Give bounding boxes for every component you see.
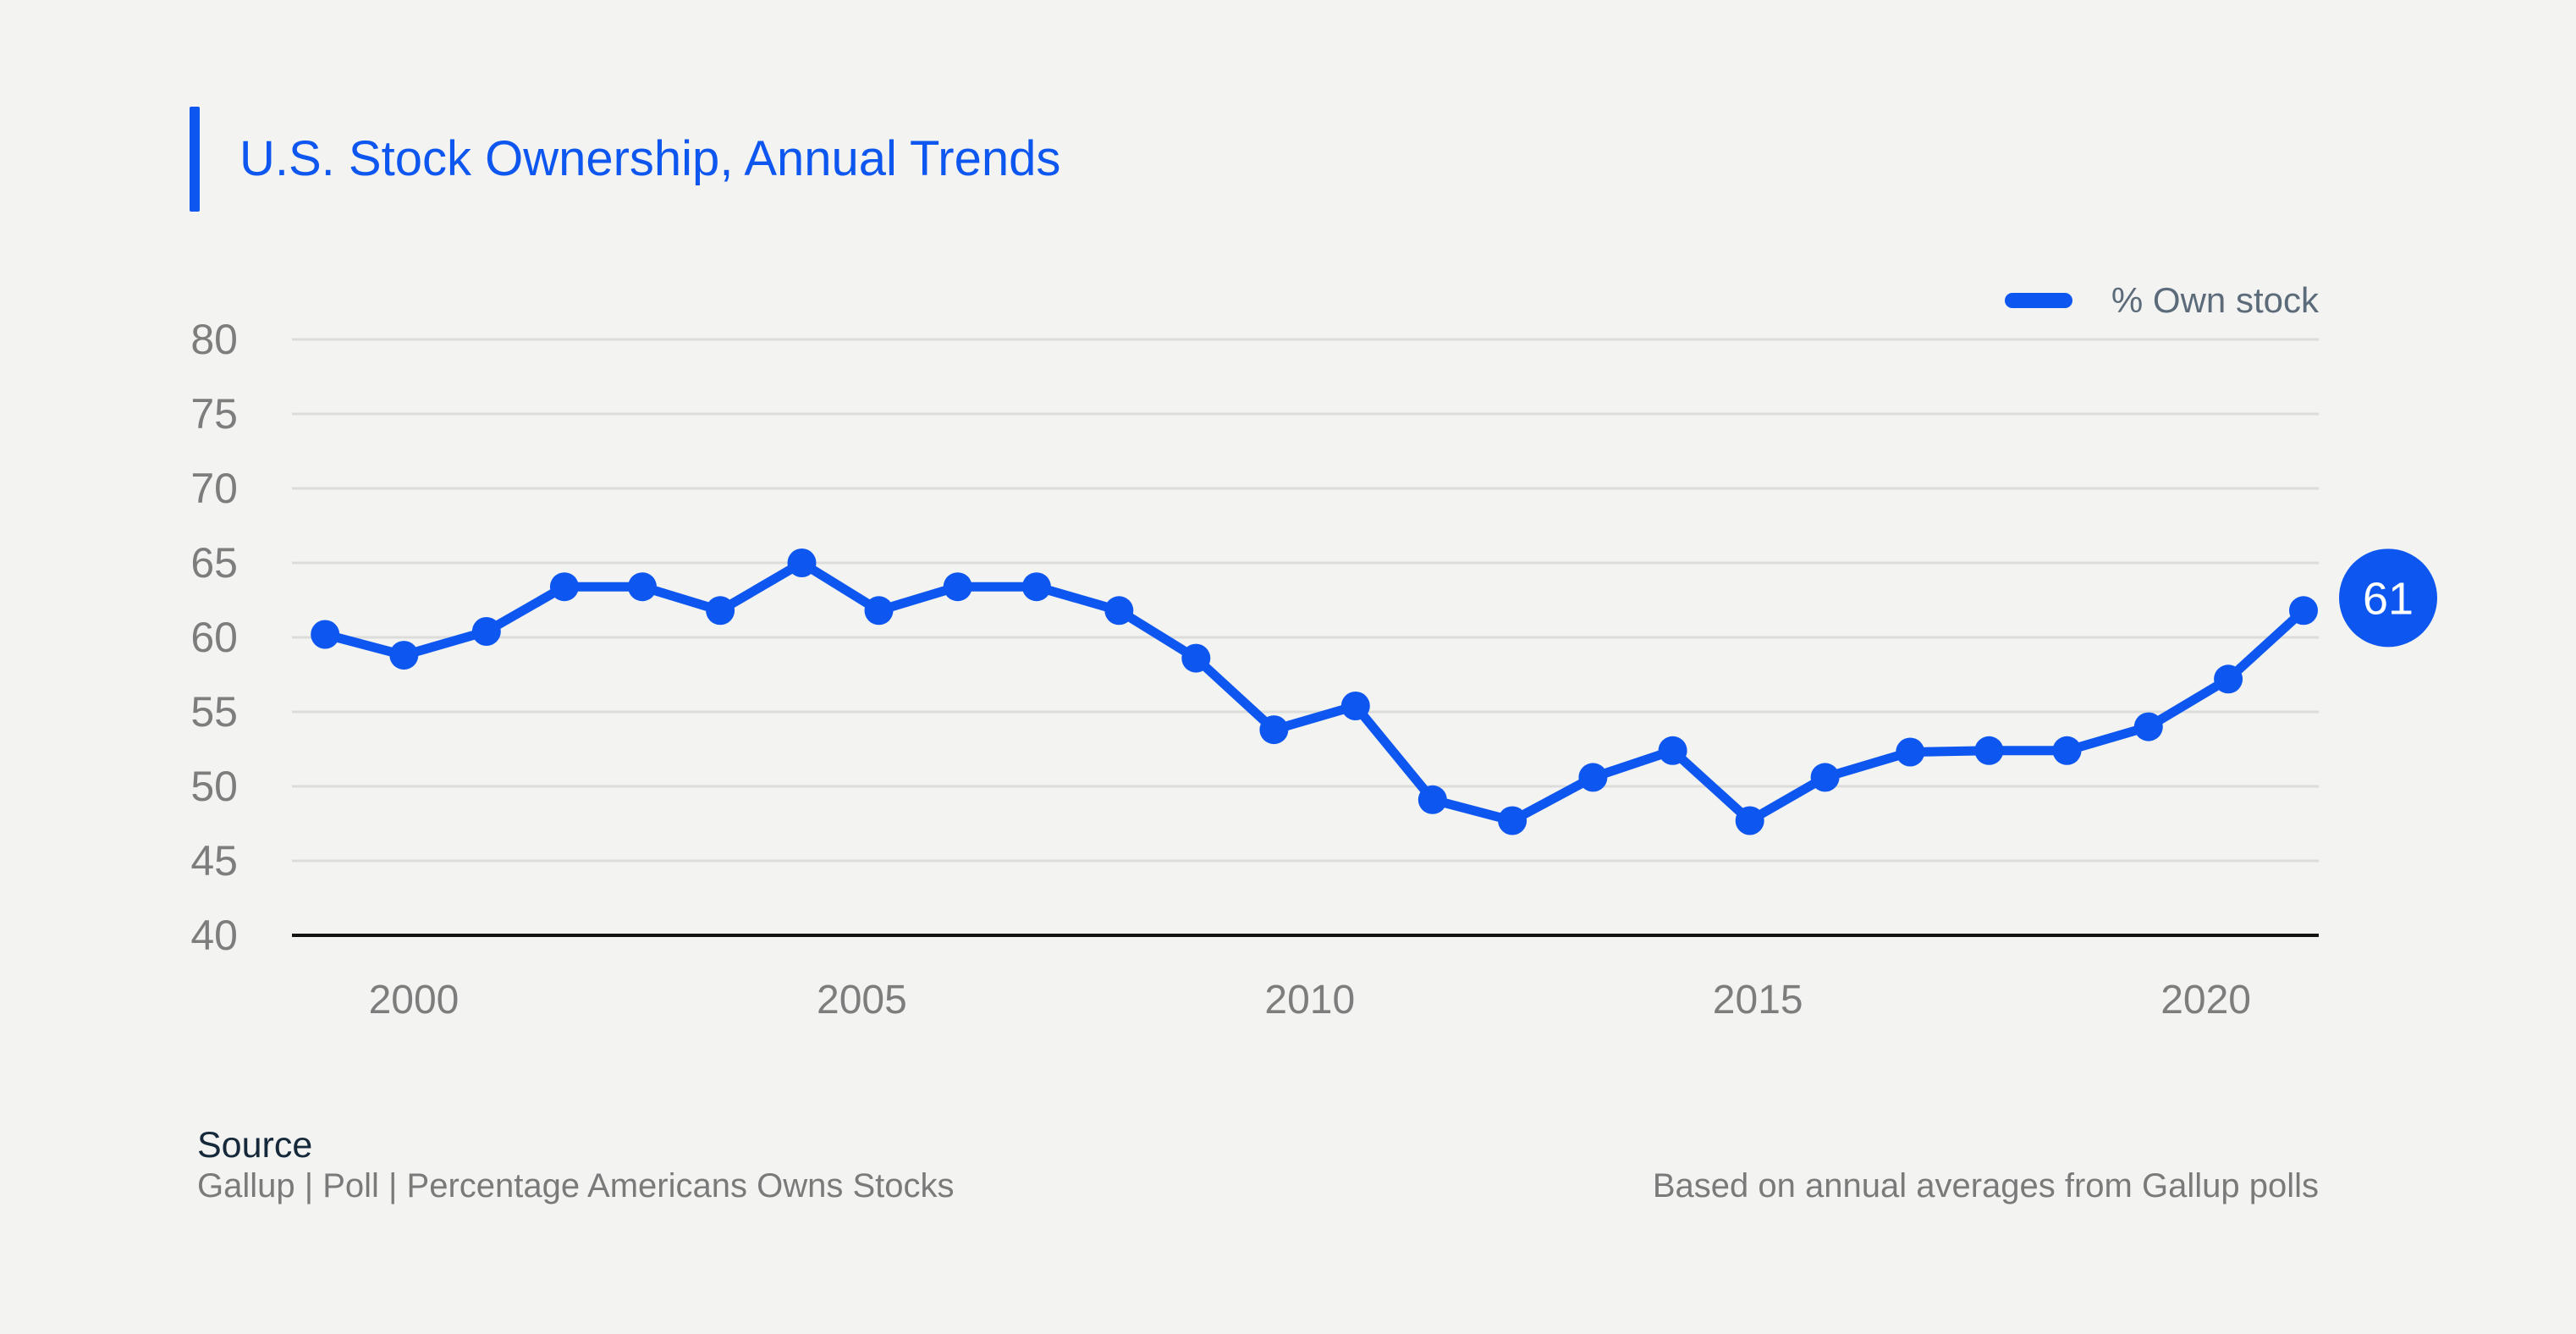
chart-header: U.S. Stock Ownership, Annual Trends xyxy=(190,107,1060,212)
data-point-25[interactable] xyxy=(2289,596,2318,626)
data-point-14[interactable] xyxy=(1417,785,1447,814)
data-point-7[interactable] xyxy=(864,596,894,626)
data-point-0[interactable] xyxy=(311,620,340,649)
source-detail: Gallup | Poll | Percentage Americans Own… xyxy=(197,1167,955,1204)
data-point-12[interactable] xyxy=(1259,715,1289,745)
y-tick-label-65: 65 xyxy=(190,539,238,587)
data-point-11[interactable] xyxy=(1181,643,1211,673)
footer-note: Based on annual averages from Gallup pol… xyxy=(1652,1167,2319,1204)
data-point-15[interactable] xyxy=(1498,806,1527,835)
legend[interactable]: % Own stock xyxy=(2004,280,2319,321)
data-point-1[interactable] xyxy=(389,641,419,670)
data-point-20[interactable] xyxy=(1896,737,1925,767)
y-tick-label-60: 60 xyxy=(190,614,238,661)
line-series xyxy=(320,558,2309,825)
legend-line-swatch xyxy=(2004,293,2072,308)
data-point-9[interactable] xyxy=(1021,572,1051,602)
page-title: U.S. Stock Ownership, Annual Trends xyxy=(239,131,1061,186)
y-tick-label-55: 55 xyxy=(190,688,238,736)
x-tick-label-2010: 2010 xyxy=(1264,978,1355,1023)
y-tick-label-70: 70 xyxy=(190,465,238,512)
x-tick-label-2020: 2020 xyxy=(2160,978,2251,1023)
y-tick-label-50: 50 xyxy=(190,763,238,810)
data-point-18[interactable] xyxy=(1735,806,1764,835)
y-tick-label-45: 45 xyxy=(190,837,238,885)
x-tick-label-2000: 2000 xyxy=(369,978,460,1023)
data-point-8[interactable] xyxy=(943,572,972,602)
title-accent-bar xyxy=(190,107,200,212)
data-point-23[interactable] xyxy=(2133,712,2163,741)
source-label: Source xyxy=(197,1125,313,1166)
data-point-22[interactable] xyxy=(2052,736,2082,765)
data-point-3[interactable] xyxy=(549,572,579,602)
data-point-6[interactable] xyxy=(787,548,817,577)
data-point-17[interactable] xyxy=(1658,736,1687,765)
data-point-10[interactable] xyxy=(1104,596,1134,626)
data-point-19[interactable] xyxy=(1810,763,1840,792)
data-point-21[interactable] xyxy=(1974,736,2004,765)
legend-label: % Own stock xyxy=(2111,280,2319,320)
y-tick-label-80: 80 xyxy=(190,316,238,363)
end-value-badge xyxy=(2339,548,2438,648)
y-tick-label-75: 75 xyxy=(190,390,238,438)
data-point-2[interactable] xyxy=(471,617,501,646)
data-point-5[interactable] xyxy=(706,596,735,626)
x-tick-label-2005: 2005 xyxy=(817,978,907,1023)
end-value-label: 61 xyxy=(2363,573,2414,624)
y-tick-label-40: 40 xyxy=(190,912,238,959)
data-point-13[interactable] xyxy=(1340,692,1370,720)
data-point-16[interactable] xyxy=(1578,763,1608,792)
data-point-24[interactable] xyxy=(2214,664,2243,694)
x-tick-label-2015: 2015 xyxy=(1713,978,1803,1023)
data-point-4[interactable] xyxy=(628,572,657,602)
